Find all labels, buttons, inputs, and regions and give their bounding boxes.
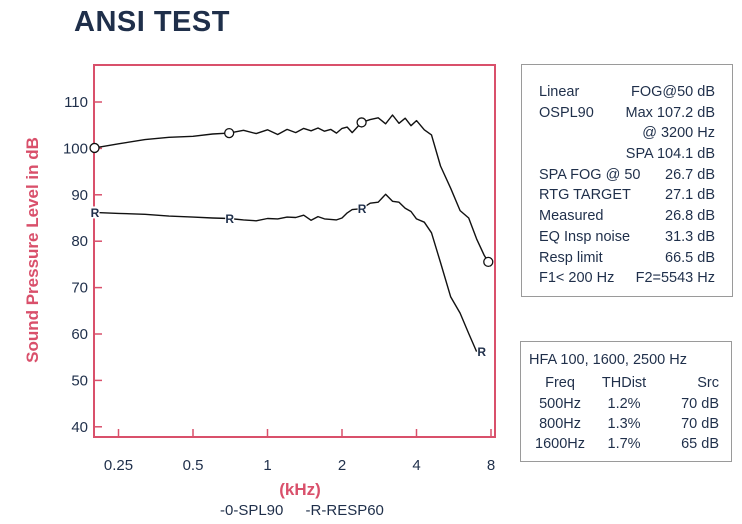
table-row: 800Hz 1.3% 70 dB xyxy=(529,414,723,434)
cell-thdist: 1.7% xyxy=(607,436,641,452)
resp60-marker-bg xyxy=(225,212,235,225)
stat-value: 27.1 dB xyxy=(665,187,715,204)
stat-label: Resp limit xyxy=(539,249,603,266)
series-line-spl90 xyxy=(94,114,492,267)
hfa-box: HFA 100, 1600, 2500 Hz Freq THDist Src 5… xyxy=(520,341,732,462)
stat-label: RTG TARGET xyxy=(539,187,631,204)
cell-thdist: 1.3% xyxy=(607,416,641,432)
x-axis: 0.25 0.5 1 2 4 8 xyxy=(104,429,495,474)
legend-item-resp60: -R-RESP60 xyxy=(305,502,384,519)
stat-row: SPA FOG @ 50 26.7 dB xyxy=(539,165,715,186)
hfa-title: HFA 100, 1600, 2500 Hz xyxy=(529,352,687,368)
y-tick-label: 80 xyxy=(71,233,88,250)
resp60-marker: R xyxy=(477,345,486,359)
y-tick-label: 110 xyxy=(64,94,88,111)
spl90-marker xyxy=(483,256,494,268)
y-tick-label: 100 xyxy=(63,140,88,157)
cell-src: 70 dB xyxy=(681,416,719,432)
stat-row: Measured 26.8 dB xyxy=(539,206,715,227)
legend-item-spl90: -0-SPL90 xyxy=(220,502,284,519)
stat-value: 26.7 dB xyxy=(665,166,715,183)
resp60-marker-bg xyxy=(477,345,487,358)
table-row: 1600Hz 1.7% 65 dB xyxy=(529,434,723,454)
resp60-marker: R xyxy=(91,206,100,220)
stat-value: 31.3 dB xyxy=(665,228,715,245)
stat-label: OSPL90 xyxy=(539,104,594,121)
stat-label: EQ Insp noise xyxy=(539,228,631,245)
series-line-resp60 xyxy=(94,193,478,352)
stat-row: Linear FOG@50 dB xyxy=(539,82,715,103)
stat-row: OSPL90 Max 107.2 dB xyxy=(539,103,715,124)
stat-value: FOG@50 dB xyxy=(630,84,715,100)
y-tick-label: 50 xyxy=(71,372,88,389)
y-tick-label: 90 xyxy=(71,187,88,204)
page-title: ANSI TEST xyxy=(74,6,230,38)
resp60-marker: R xyxy=(225,212,234,226)
spl90-marker xyxy=(356,117,367,128)
stat-row: F1< 200 Hz F2=5543 Hz xyxy=(539,268,715,289)
stat-value: Max 107.2 dB xyxy=(625,104,715,121)
cell-src: 70 dB xyxy=(681,396,719,412)
resp60-marker-bg xyxy=(90,206,100,219)
thd-table: Freq THDist Src 500Hz 1.2% 70 dB 800Hz 1… xyxy=(529,371,723,454)
stat-row: @ 3200 Hz xyxy=(539,123,715,144)
plot-frame xyxy=(93,64,496,438)
stat-label: F1< 200 Hz xyxy=(539,270,615,287)
test-summary-box: Linear FOG@50 dB OSPL90 Max 107.2 dB @ 3200 … xyxy=(521,64,733,297)
stat-value: 26.8 dB xyxy=(665,208,715,225)
x-tick-label: 8 xyxy=(487,457,495,474)
stat-value: F2=5543 Hz xyxy=(635,270,715,287)
thd-table-header: Freq THDist Src xyxy=(529,371,723,394)
cell-src: 65 dB xyxy=(681,436,719,452)
y-tick-label: 60 xyxy=(71,326,88,343)
cell-freq: 800Hz xyxy=(539,416,581,432)
stat-label: Linear xyxy=(539,84,580,100)
y-axis-label: Sound Pressure Level in dB xyxy=(23,137,42,363)
resp60-marker: R xyxy=(358,202,367,216)
cell-freq: 500Hz xyxy=(539,396,581,412)
x-tick-label: 4 xyxy=(412,457,420,474)
y-axis: 40 50 60 70 80 90 100 110 xyxy=(63,94,102,436)
x-tick-label: 2 xyxy=(338,457,346,474)
stat-value: @ 3200 Hz xyxy=(642,125,715,142)
stat-row: EQ Insp noise 31.3 dB xyxy=(539,227,715,248)
curves: R R R R xyxy=(89,114,494,359)
stat-row: Resp limit 66.5 dB xyxy=(539,248,715,269)
stat-label: Measured xyxy=(539,208,604,225)
legend: -0-SPL90 -R-RESP60 xyxy=(220,502,402,519)
x-axis-label: (kHz) xyxy=(279,480,321,499)
header-thdist: THDist xyxy=(601,374,647,391)
stat-label: SPA FOG @ 50 xyxy=(539,166,641,183)
x-tick-label: 0.25 xyxy=(104,457,133,474)
stat-row: SPA 104.1 dB xyxy=(539,144,715,165)
y-tick-label: 70 xyxy=(71,280,88,297)
header-freq: Freq xyxy=(545,374,575,391)
stat-value: 66.5 dB xyxy=(665,249,715,266)
spl90-marker xyxy=(224,127,235,139)
y-tick-label: 40 xyxy=(71,419,88,436)
stat-value: SPA 104.1 dB xyxy=(625,146,715,163)
header-src: Src xyxy=(697,374,719,391)
x-tick-label: 1 xyxy=(263,457,271,474)
table-row: 500Hz 1.2% 70 dB xyxy=(529,394,723,414)
resp60-marker-bg xyxy=(357,202,367,215)
cell-freq: 1600Hz xyxy=(535,436,586,452)
x-tick-label: 0.5 xyxy=(183,457,204,474)
spl90-marker xyxy=(89,142,100,154)
cell-thdist: 1.2% xyxy=(607,396,641,412)
stat-row: RTG TARGET 27.1 dB xyxy=(539,185,715,206)
